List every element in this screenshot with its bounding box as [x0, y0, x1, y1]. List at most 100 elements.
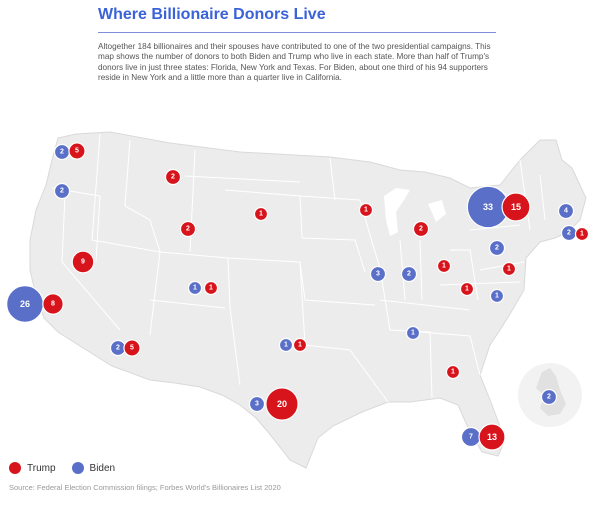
bubble-circle	[71, 250, 95, 274]
bubble-biden[interactable]: 1	[405, 325, 421, 341]
bubble-value-label: 9	[81, 259, 85, 266]
bubble-circle	[405, 325, 421, 341]
border-line	[379, 299, 471, 311]
bubble-circle	[278, 337, 294, 353]
bubble-value-label: 2	[60, 149, 64, 156]
bubble-value-label: 20	[277, 399, 287, 409]
legend: Trump Biden	[9, 462, 131, 474]
bubble-trump[interactable]: 2	[412, 220, 430, 238]
border-line	[149, 299, 226, 309]
bubble-biden[interactable]: 2	[400, 265, 418, 283]
border-line	[329, 157, 336, 201]
bubble-value-label: 2	[407, 271, 411, 278]
bubble-biden[interactable]: 7	[460, 426, 482, 448]
bubble-circle	[292, 337, 308, 353]
bubble-biden[interactable]: 2	[560, 224, 578, 242]
bubble-trump[interactable]: 9	[71, 250, 95, 274]
bubble-trump[interactable]: 1	[203, 280, 219, 296]
source-note: Source: Federal Election Commission fili…	[9, 483, 281, 492]
bubble-value-label: 1	[465, 286, 469, 293]
bubble-trump[interactable]: 8	[42, 293, 64, 315]
bubble-circle	[53, 182, 71, 200]
bubble-trump[interactable]: 13	[478, 423, 506, 451]
bubble-value-label: 1	[451, 369, 455, 376]
bubble-value-label: 2	[186, 226, 190, 233]
bubble-circle	[203, 280, 219, 296]
border-line	[91, 239, 161, 253]
border-line	[184, 175, 301, 183]
bubble-circle	[164, 168, 182, 186]
bubble-circle	[436, 258, 452, 274]
bubble-trump[interactable]: 2	[164, 168, 182, 186]
border-line	[419, 331, 481, 376]
bubble-biden[interactable]: 2	[540, 388, 558, 406]
bubble-circle	[412, 220, 430, 238]
border-line	[61, 195, 121, 331]
bubble-circle	[488, 239, 506, 257]
border-line	[439, 281, 521, 286]
bubble-biden[interactable]: 4	[557, 202, 575, 220]
bubble-trump[interactable]: 2	[179, 220, 197, 238]
bubble-circle	[459, 281, 475, 297]
border-line	[479, 261, 525, 271]
bubble-value-label: 3	[376, 271, 380, 278]
bubble-circle	[445, 364, 461, 380]
bubble-biden[interactable]: 1	[489, 288, 505, 304]
legend-trump-label: Trump	[27, 462, 56, 474]
bubble-value-label: 2	[60, 188, 64, 195]
legend-biden-label: Biden	[89, 462, 116, 474]
bubble-biden[interactable]: 2	[488, 239, 506, 257]
bubble-value-label: 2	[495, 245, 499, 252]
bubble-biden[interactable]: 26	[6, 285, 44, 323]
bubble-value-label: 1	[209, 285, 213, 292]
bubble-trump[interactable]: 5	[123, 339, 141, 357]
bubble-biden[interactable]: 1	[278, 337, 294, 353]
border-line	[95, 195, 101, 263]
bubble-trump[interactable]: 1	[501, 261, 517, 277]
bubble-value-label: 7	[469, 434, 473, 441]
legend-trump-swatch	[9, 462, 21, 474]
bubble-trump[interactable]: 1	[358, 202, 374, 218]
bubble-circle	[501, 261, 517, 277]
bubble-biden[interactable]: 2	[53, 143, 71, 161]
bubble-trump[interactable]: 1	[445, 364, 461, 380]
bubble-trump[interactable]: 1	[459, 281, 475, 297]
bubble-circle	[187, 280, 203, 296]
state-borders	[51, 133, 546, 403]
border-line	[519, 159, 531, 231]
great-lakes-shape	[384, 188, 410, 236]
bubble-value-label: 2	[567, 230, 571, 237]
border-line	[299, 261, 389, 403]
border-line	[299, 195, 361, 201]
page-title: Where Billionaire Donors Live	[98, 6, 326, 23]
border-line	[419, 239, 423, 301]
bubble-trump[interactable]: 1	[292, 337, 308, 353]
bubble-trump[interactable]: 5	[68, 142, 86, 160]
bubble-circle	[574, 226, 590, 242]
lake-huron-shape	[428, 200, 446, 222]
bubble-value-label: 5	[130, 345, 134, 352]
bubble-trump[interactable]: 1	[436, 258, 452, 274]
bubble-trump[interactable]: 1	[574, 226, 590, 242]
bubble-trump[interactable]: 1	[253, 206, 269, 222]
bubble-trump[interactable]: 15	[501, 192, 531, 222]
bubble-value-label: 1	[298, 342, 302, 349]
bubble-value-label: 8	[51, 301, 55, 308]
border-line	[359, 199, 391, 331]
bubble-biden[interactable]: 2	[109, 339, 127, 357]
bubble-value-label: 2	[419, 226, 423, 233]
bubble-biden[interactable]: 3	[248, 395, 266, 413]
bubble-biden[interactable]: 3	[369, 265, 387, 283]
bubble-circle	[68, 142, 86, 160]
bubble-value-label: 1	[364, 207, 368, 214]
bubble-biden[interactable]: 2	[53, 182, 71, 200]
bubble-circle	[179, 220, 197, 238]
title-divider	[98, 32, 496, 33]
bubble-value-label: 1	[193, 285, 197, 292]
bubble-circle	[123, 339, 141, 357]
bubble-biden[interactable]: 1	[187, 280, 203, 296]
bubble-trump[interactable]: 20	[265, 387, 299, 421]
border-line	[301, 237, 366, 273]
